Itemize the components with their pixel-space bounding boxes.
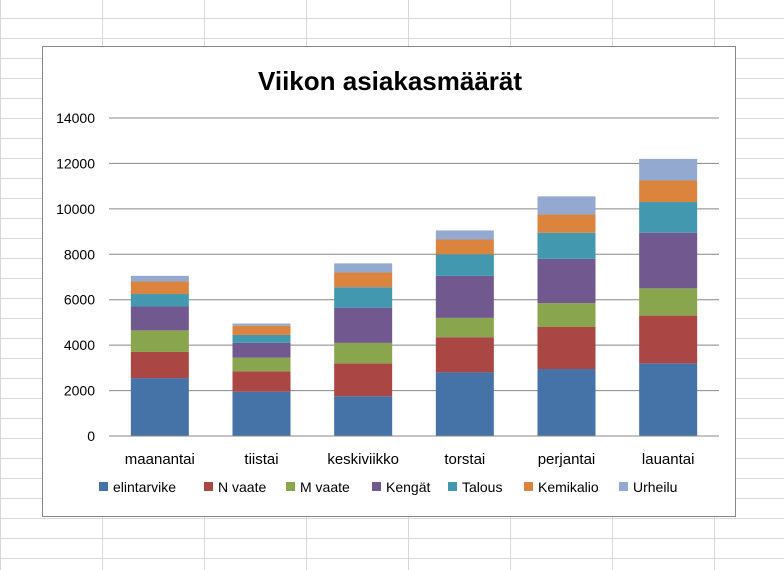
bar-segment [232, 391, 291, 436]
bar-segment [334, 307, 393, 343]
category-label: torstai [444, 451, 485, 468]
y-tick-label: 4000 [64, 337, 95, 353]
bar-segment [334, 363, 393, 397]
bar-segment [435, 254, 494, 276]
bar-segment [334, 287, 393, 308]
legend: elintarvike N vaate M vaate Kengät Talous Kem… [99, 479, 677, 495]
y-tick-label: 8000 [64, 246, 95, 262]
legend-swatch [99, 482, 108, 491]
bar-stack [537, 196, 596, 436]
bar-stack [639, 158, 698, 436]
y-axis-ticks: 0 2000 4000 6000 8000 10000 12000 14000 [56, 110, 95, 444]
legend-swatch [286, 482, 295, 491]
bar-segment [232, 334, 291, 343]
legend-label: Urheilu [633, 479, 677, 495]
legend-swatch [204, 482, 213, 491]
bar-segment [435, 337, 494, 373]
legend-swatch [524, 482, 533, 491]
legend-label: Kemikalio [538, 479, 599, 495]
legend-item: elintarvike [99, 479, 176, 495]
legend-item: Urheilu [619, 479, 677, 495]
y-tick-label: 12000 [56, 155, 95, 171]
bar-segment [639, 158, 698, 181]
legend-label: Talous [462, 479, 502, 495]
legend-label: elintarvike [113, 479, 176, 495]
bar-segment [537, 214, 596, 233]
category-label: maanantai [125, 451, 195, 468]
bar-segment [232, 357, 291, 372]
y-tick-label: 2000 [64, 383, 95, 399]
bar-segment [435, 275, 494, 318]
category-label: perjantai [538, 451, 596, 468]
bar-stack [232, 323, 291, 436]
bar-segment [232, 342, 291, 358]
legend-swatch [619, 482, 628, 491]
bar-segment [639, 180, 698, 203]
legend-swatch [448, 482, 457, 491]
bar-segment [639, 202, 698, 233]
bar-segment [130, 281, 189, 295]
bar-stack [130, 275, 189, 436]
bar-segment [435, 239, 494, 255]
bar-segment [537, 303, 596, 327]
bar-segment [334, 272, 393, 288]
bar-segment [639, 288, 698, 316]
legend-label: N vaate [218, 479, 266, 495]
bar-segment [232, 323, 291, 326]
legend-item: Kengät [372, 479, 430, 495]
legend-swatch [372, 482, 381, 491]
legend-item: Kemikalio [524, 479, 599, 495]
chart-title: Viikon asiakasmäärät [258, 66, 522, 96]
bar-segment [130, 306, 189, 331]
y-tick-label: 10000 [56, 201, 95, 217]
bar-segment [232, 325, 291, 335]
bar-segment [130, 294, 189, 307]
bar-segment [537, 326, 596, 369]
bar-segment [130, 275, 189, 282]
bar-segment [130, 351, 189, 379]
legend-label: M vaate [300, 479, 350, 495]
bars [130, 158, 698, 436]
category-label: tiistai [244, 451, 278, 468]
legend-label: Kengät [386, 479, 430, 495]
category-label: lauantai [642, 451, 695, 468]
bar-segment [334, 342, 393, 364]
bar-segment [537, 232, 596, 259]
bar-segment [232, 371, 291, 392]
bar-segment [537, 196, 596, 215]
bar-segment [334, 263, 393, 273]
category-label: keskiviikko [327, 451, 399, 468]
legend-item: Talous [448, 479, 502, 495]
bar-segment [435, 317, 494, 338]
bar-stack [334, 263, 393, 436]
bar-segment [435, 230, 494, 240]
bar-segment [639, 232, 698, 289]
gridlines [109, 117, 719, 392]
y-tick-label: 14000 [56, 110, 95, 126]
bar-segment [334, 396, 393, 436]
bar-segment [537, 368, 596, 436]
category-labels: maanantai tiistai keskiviikko torstai perjan… [125, 451, 695, 468]
chart: Viikon asiakasmäärät 0 2000 4000 6000 8000 10… [56, 66, 719, 495]
bar-segment [130, 378, 189, 436]
bar-segment [130, 330, 189, 352]
chart-frame[interactable]: Viikon asiakasmäärät 0 2000 4000 6000 8000 10… [42, 46, 736, 517]
legend-item: N vaate [204, 479, 266, 495]
bar-stack [435, 230, 494, 436]
y-tick-label: 0 [87, 428, 95, 444]
bar-segment [537, 258, 596, 304]
bar-segment [639, 315, 698, 364]
y-tick-label: 6000 [64, 292, 95, 308]
bar-segment [639, 363, 698, 436]
bar-segment [435, 372, 494, 436]
legend-item: M vaate [286, 479, 350, 495]
